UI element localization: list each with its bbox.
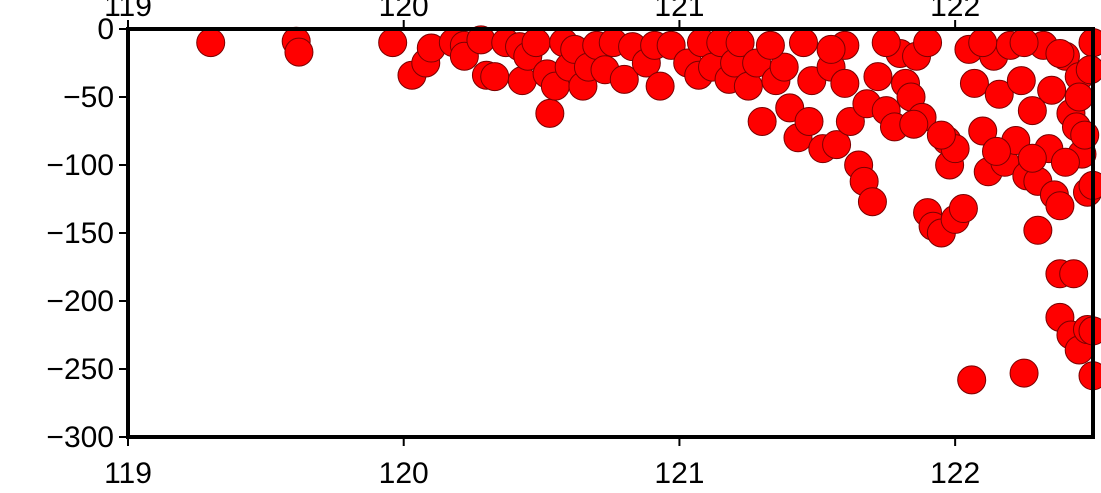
data-point: [480, 62, 510, 92]
data-point: [863, 62, 893, 92]
data-point: [535, 98, 565, 128]
data-point: [1059, 259, 1089, 289]
data-point: [1009, 358, 1039, 388]
data-point: [968, 28, 998, 58]
data-point: [789, 28, 818, 58]
x-tick-label-top: 120: [379, 0, 429, 23]
data-point: [1037, 75, 1067, 105]
data-point: [1017, 143, 1047, 173]
data-point: [196, 28, 226, 58]
data-point: [816, 34, 846, 64]
y-tick-label: −100: [46, 149, 114, 182]
data-point: [830, 68, 860, 98]
data-point: [984, 79, 1014, 109]
data-point: [521, 28, 551, 58]
x-tick-label: 120: [379, 457, 429, 490]
data-point: [926, 120, 956, 150]
data-point: [982, 136, 1011, 166]
data-point: [913, 28, 943, 58]
data-point: [378, 28, 408, 58]
data-point: [507, 66, 537, 96]
data-point: [822, 130, 852, 160]
data-point: [1050, 147, 1080, 177]
data-point: [284, 37, 314, 67]
data-point: [1064, 82, 1094, 112]
data-point: [948, 194, 978, 224]
y-tick-label: −250: [46, 353, 114, 386]
data-point: [1023, 215, 1053, 245]
x-tick-label: 122: [930, 457, 980, 490]
data-point: [957, 365, 987, 395]
data-point: [1006, 66, 1036, 96]
y-tick-label: −200: [46, 285, 114, 318]
y-tick-label: −50: [63, 81, 114, 114]
x-tick-label-top: 122: [930, 0, 980, 23]
x-tick-label-top: 119: [104, 0, 152, 23]
data-point: [645, 71, 675, 101]
x-tick-label: 121: [654, 457, 704, 490]
x-tick-label: 119: [104, 457, 152, 490]
data-point: [1045, 38, 1075, 68]
data-point: [1017, 96, 1047, 126]
data-point: [857, 187, 887, 217]
data-point: [968, 116, 998, 146]
data-point: [755, 30, 785, 60]
data-point: [1075, 55, 1101, 85]
y-tick-label: 0: [97, 13, 114, 46]
data-point: [769, 52, 799, 82]
y-tick-label: −150: [46, 217, 114, 250]
y-tick-label: −300: [46, 421, 114, 454]
data-point: [871, 28, 901, 58]
data-point: [1045, 191, 1075, 221]
axes: 0−50−100−150−200−250−3001191191201201211…: [46, 0, 1095, 490]
data-point: [747, 106, 777, 136]
data-point: [609, 64, 639, 94]
data-point: [1009, 28, 1039, 58]
data-point: [899, 109, 929, 139]
data-point: [959, 68, 989, 98]
x-tick-label-top: 121: [654, 0, 704, 23]
data-point: [794, 106, 824, 136]
